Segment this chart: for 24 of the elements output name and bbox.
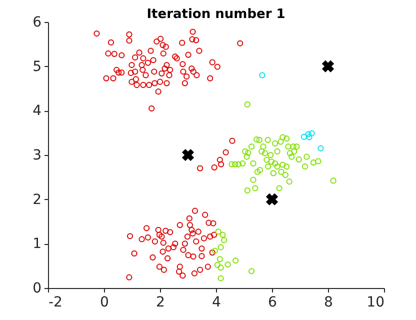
x-tick-label: 0: [100, 294, 109, 310]
point: [259, 72, 266, 78]
chart-title: Iteration number 1: [146, 7, 286, 22]
x-tick-label: 2: [156, 294, 165, 310]
x-tick-label: 10: [366, 294, 384, 310]
x-tick-label: 8: [324, 294, 333, 310]
point: [266, 193, 278, 206]
point: [318, 145, 324, 152]
x-tick-label: -2: [48, 294, 62, 310]
y-tick-label: 4: [32, 103, 42, 120]
y-tick-label: 6: [32, 14, 42, 30]
point: [182, 148, 194, 162]
point: [322, 60, 334, 72]
y-tick-label: 3: [32, 148, 42, 164]
x-tick-label: 4: [212, 294, 222, 310]
point: [300, 134, 307, 140]
point: [306, 134, 312, 140]
x-tick-label: 6: [268, 294, 278, 310]
point: [308, 130, 315, 136]
y-tick-label: 5: [32, 58, 42, 75]
y-tick-label: 0: [32, 280, 42, 296]
y-tick-label: 2: [32, 192, 42, 208]
point: [305, 131, 312, 138]
y-tick-label: 1: [32, 236, 42, 252]
